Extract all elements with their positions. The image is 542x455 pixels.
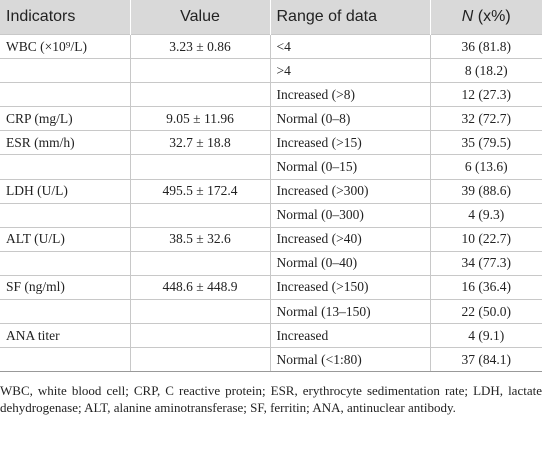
footnote: WBC, white blood cell; CRP, C reactive p… (0, 383, 542, 416)
table-cell (130, 299, 271, 325)
table-cell (0, 299, 131, 325)
table-cell: 39 (88.6) (430, 178, 542, 204)
table-cell (0, 58, 131, 84)
header-cell: N (x%) (430, 0, 542, 35)
table-cell: 8 (18.2) (430, 58, 542, 84)
table-cell: 32.7 ± 18.8 (130, 130, 271, 156)
table-cell: Increased (>40) (270, 226, 431, 252)
header-cell: Value (130, 0, 271, 35)
table-cell: ESR (mm/h) (0, 130, 131, 156)
table-cell: <4 (270, 33, 431, 60)
header-text: (x%) (473, 8, 511, 25)
table-cell (0, 347, 131, 373)
table-cell: SF (ng/ml) (0, 274, 131, 301)
table-cell: 495.5 ± 172.4 (130, 178, 271, 204)
table-row: LDH (U/L) 495.5 ± 172.4 Increased (>300) 39… (0, 178, 542, 204)
table-row: Normal (13–150) 22 (50.0) (0, 299, 542, 325)
table-cell: Increased (270, 323, 431, 349)
table-cell (130, 250, 271, 276)
header-cell: Range of data (270, 0, 431, 35)
table-body: WBC (×10⁹/L) 3.23 ± 0.86 <4 36 (81.8) >4 8 (1… (0, 33, 542, 373)
table-cell: WBC (×10⁹/L) (0, 33, 131, 60)
table-cell: Normal (0–300) (270, 202, 431, 228)
table-cell: 36 (81.8) (430, 33, 542, 60)
header-row: Indicators Value Range of data N (x%) (0, 0, 542, 35)
table-cell: 448.6 ± 448.9 (130, 274, 271, 301)
table-cell: 38.5 ± 32.6 (130, 226, 271, 252)
table-row: SF (ng/ml) 448.6 ± 448.9 Increased (>150) 1… (0, 274, 542, 301)
table-cell: Normal (0–15) (270, 154, 431, 180)
header-cell: Indicators (0, 0, 131, 35)
table-row: Normal (0–40) 34 (77.3) (0, 250, 542, 276)
table-cell: Increased (>150) (270, 274, 431, 301)
table-row: Normal (<1:80) 37 (84.1) (0, 347, 542, 373)
table-cell (130, 154, 271, 180)
table-cell (0, 250, 131, 276)
table-row: CRP (mg/L) 9.05 ± 11.96 Normal (0–8) 32 (72… (0, 106, 542, 132)
table-cell: Increased (>300) (270, 178, 431, 204)
table-cell: Normal (0–40) (270, 250, 431, 276)
table-cell (130, 323, 271, 349)
table-cell: 6 (13.6) (430, 154, 542, 180)
table-cell: 35 (79.5) (430, 130, 542, 156)
table-cell: ANA titer (0, 323, 131, 349)
table-cell (130, 58, 271, 84)
table-row: ESR (mm/h) 32.7 ± 18.8 Increased (>15) 35 (… (0, 130, 542, 156)
table-cell: 22 (50.0) (430, 299, 542, 325)
table-row: ANA titer Increased 4 (9.1) (0, 323, 542, 349)
table-row: Normal (0–300) 4 (9.3) (0, 202, 542, 228)
table-cell (0, 202, 131, 228)
table-cell: Increased (>8) (270, 82, 431, 108)
table-cell: 12 (27.3) (430, 82, 542, 108)
table-cell: LDH (U/L) (0, 178, 131, 204)
table-cell: ALT (U/L) (0, 226, 131, 252)
table-cell: Increased (>15) (270, 130, 431, 156)
table-cell: 34 (77.3) (430, 250, 542, 276)
table-row: Increased (>8) 12 (27.3) (0, 82, 542, 108)
data-table: Indicators Value Range of data N (x%) WBC (… (0, 0, 542, 373)
table-cell: 3.23 ± 0.86 (130, 33, 271, 60)
table-cell: 4 (9.3) (430, 202, 542, 228)
table-cell (0, 82, 131, 108)
table-row: Normal (0–15) 6 (13.6) (0, 154, 542, 180)
table-row: WBC (×10⁹/L) 3.23 ± 0.86 <4 36 (81.8) (0, 33, 542, 60)
table-cell: Normal (<1:80) (270, 347, 431, 373)
table-row: ALT (U/L) 38.5 ± 32.6 Increased (>40) 10 (2… (0, 226, 542, 252)
table-cell: 37 (84.1) (430, 347, 542, 373)
table-cell: >4 (270, 58, 431, 84)
table-cell (0, 154, 131, 180)
table-cell: 16 (36.4) (430, 274, 542, 301)
table-cell: 9.05 ± 11.96 (130, 106, 271, 132)
table-row: >4 8 (18.2) (0, 58, 542, 84)
table-cell: 4 (9.1) (430, 323, 542, 349)
table-cell (130, 82, 271, 108)
table-cell: Normal (0–8) (270, 106, 431, 132)
table-cell: CRP (mg/L) (0, 106, 131, 132)
table-cell (130, 347, 271, 373)
table-cell: 32 (72.7) (430, 106, 542, 132)
header-italic: N (461, 8, 474, 25)
table-cell: 10 (22.7) (430, 226, 542, 252)
table-cell (130, 202, 271, 228)
table-cell: Normal (13–150) (270, 299, 431, 325)
